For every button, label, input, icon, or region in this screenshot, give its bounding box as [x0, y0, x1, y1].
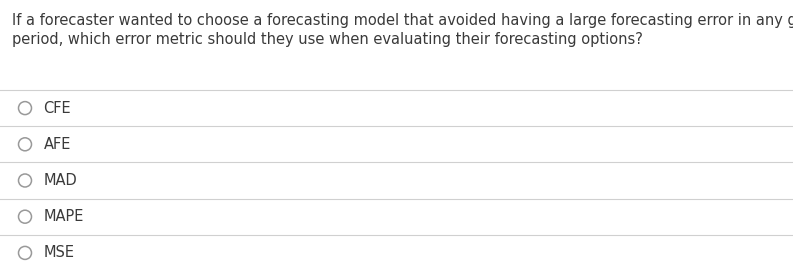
- Text: CFE: CFE: [44, 100, 71, 115]
- Text: AFE: AFE: [44, 137, 71, 152]
- Text: If a forecaster wanted to choose a forecasting model that avoided having a large: If a forecaster wanted to choose a forec…: [12, 13, 793, 28]
- Text: MAPE: MAPE: [44, 209, 84, 224]
- Text: MSE: MSE: [44, 245, 75, 260]
- Text: MAD: MAD: [44, 173, 77, 188]
- Text: period, which error metric should they use when evaluating their forecasting opt: period, which error metric should they u…: [12, 32, 643, 48]
